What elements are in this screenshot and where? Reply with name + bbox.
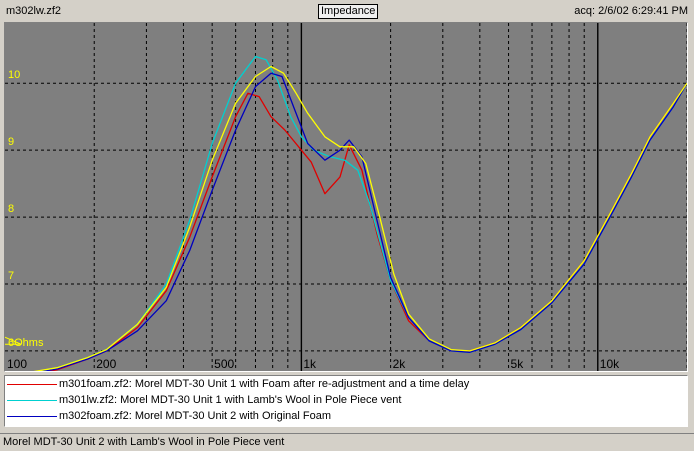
status-bar: Morel MDT-30 Unit 2 with Lamb's Wool in … bbox=[0, 433, 694, 451]
y-tick-label: 6Ohms bbox=[8, 337, 44, 349]
y-tick-label: 7 bbox=[8, 270, 14, 282]
reference-marker bbox=[5, 336, 22, 345]
legend-swatch bbox=[7, 416, 57, 417]
x-tick-label: 500 bbox=[214, 357, 234, 371]
file-title: m302lw.zf2 bbox=[6, 5, 62, 17]
legend-item[interactable]: m302foam.zf2: Morel MDT-30 Unit 2 with O… bbox=[5, 409, 687, 424]
acquisition-timestamp: acq: 2/6/02 6:29:41 PM bbox=[574, 5, 688, 17]
legend-item[interactable]: m301lw.zf2: Morel MDT-30 Unit 1 with Lam… bbox=[5, 393, 687, 408]
series-line-m302foam-zf2 bbox=[41, 72, 687, 371]
x-tick-label: 2k bbox=[393, 357, 407, 371]
title-bar: m302lw.zf2 Impedance acq: 2/6/02 6:29:41… bbox=[0, 0, 694, 22]
legend-label: m301foam.zf2: Morel MDT-30 Unit 1 with F… bbox=[59, 378, 470, 390]
y-tick-label: 9 bbox=[8, 136, 14, 148]
x-tick-label: 1k bbox=[303, 357, 317, 371]
y-tick-label: 10 bbox=[8, 69, 20, 81]
x-tick-label: 200 bbox=[96, 357, 116, 371]
impedance-plot: 6Ohms 7 8 9 10 100 200 500 1k 2k 5k 10k bbox=[5, 23, 687, 371]
series-line-m302lw-zf2 bbox=[33, 65, 687, 371]
x-tick-label: 5k bbox=[511, 357, 525, 371]
chart-title[interactable]: Impedance bbox=[318, 4, 379, 19]
legend-swatch bbox=[7, 400, 57, 401]
y-tick-label: 8 bbox=[8, 203, 14, 215]
legend-item[interactable]: m301foam.zf2: Morel MDT-30 Unit 1 with F… bbox=[5, 377, 687, 392]
legend-label: m301lw.zf2: Morel MDT-30 Unit 1 with Lam… bbox=[59, 394, 402, 406]
plot-background bbox=[5, 23, 687, 371]
x-tick-label: 10k bbox=[600, 357, 620, 371]
status-text: Morel MDT-30 Unit 2 with Lamb's Wool in … bbox=[3, 436, 285, 448]
plot-frame bbox=[4, 22, 688, 372]
x-tick-label: 100 bbox=[7, 357, 27, 371]
legend-swatch bbox=[7, 384, 57, 385]
legend: m301foam.zf2: Morel MDT-30 Unit 1 with F… bbox=[4, 375, 688, 427]
legend-label: m302foam.zf2: Morel MDT-30 Unit 2 with O… bbox=[59, 410, 332, 422]
